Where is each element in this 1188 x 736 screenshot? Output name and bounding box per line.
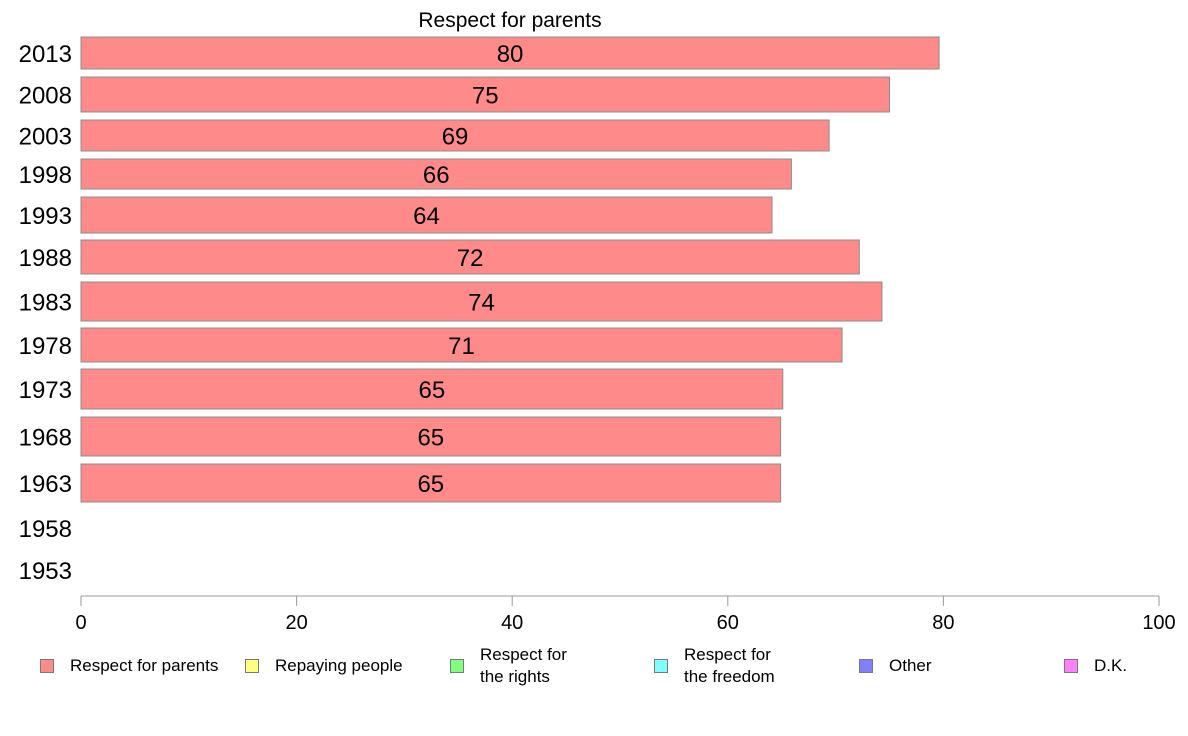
legend-item-repaying-people: Repaying people — [245, 640, 403, 692]
category-label-1978: 1978 — [19, 333, 72, 360]
category-label-1953: 1953 — [19, 558, 72, 585]
bar-2013 — [80, 36, 940, 70]
x-axis: 0 20 40 60 80 100 — [75, 595, 1176, 634]
legend-swatch — [859, 659, 873, 673]
bar-value-label-2008: 75 — [472, 83, 499, 110]
category-labels: 2013 2008 2003 1998 1993 1988 1983 1978 1973 1968… — [19, 41, 72, 585]
category-label-2008: 2008 — [19, 83, 72, 110]
bar-1993 — [80, 196, 773, 234]
chart-title: Respect for parents — [418, 9, 601, 32]
legend-label: Repaying people — [275, 656, 403, 675]
category-label-1983: 1983 — [19, 290, 72, 317]
bar-2008 — [80, 76, 890, 113]
legend-label: Respect for parents — [70, 656, 219, 675]
x-tick-label-80: 80 — [932, 612, 954, 634]
bar-1983 — [80, 281, 883, 322]
category-label-1963: 1963 — [19, 471, 72, 498]
legend-swatch — [40, 659, 54, 673]
bar-value-label-2003: 69 — [442, 124, 469, 151]
category-label-2013: 2013 — [19, 41, 72, 68]
legend-label: Respect for the rights — [480, 645, 567, 686]
legend-label: Other — [889, 656, 932, 675]
x-tick-label-60: 60 — [717, 612, 739, 634]
legend-swatch — [654, 659, 668, 673]
category-label-1993: 1993 — [19, 203, 72, 230]
bar-chart: Respect for parents 2013 2008 2003 1998 1993… — [19, 9, 1176, 634]
bar-1968 — [80, 416, 782, 457]
bar-1978 — [80, 327, 843, 363]
category-label-1968: 1968 — [19, 425, 72, 452]
bar-2003 — [80, 119, 830, 152]
bar-value-label-1968: 65 — [417, 425, 444, 452]
category-label-1988: 1988 — [19, 245, 72, 272]
legend: Respect for parents Repaying people Resp… — [0, 640, 1188, 700]
bar-value-label-1998: 66 — [423, 162, 450, 189]
bars — [80, 36, 940, 503]
category-label-1958: 1958 — [19, 516, 72, 543]
legend-swatch — [450, 659, 464, 673]
category-label-2003: 2003 — [19, 124, 72, 151]
x-tick-label-0: 0 — [75, 612, 86, 634]
legend-item-respect-for-the-rights: Respect for the rights — [450, 640, 567, 692]
bar-1973 — [80, 368, 784, 410]
legend-item-dk: D.K. — [1064, 640, 1127, 692]
legend-label: D.K. — [1094, 656, 1128, 675]
category-label-1973: 1973 — [19, 377, 72, 404]
legend-item-respect-for-the-freedom: Respect for the freedom — [654, 640, 775, 692]
bar-1988 — [80, 239, 860, 275]
bar-value-label-1963: 65 — [417, 471, 444, 498]
bar-value-label-2013: 80 — [497, 41, 524, 68]
bar-value-label-1993: 64 — [413, 203, 440, 230]
category-label-1998: 1998 — [19, 162, 72, 189]
x-tick-label-100: 100 — [1142, 612, 1175, 634]
bar-1998 — [80, 158, 792, 190]
legend-swatch — [1064, 659, 1078, 673]
x-tick-label-40: 40 — [501, 612, 523, 634]
bar-value-label-1988: 72 — [457, 245, 484, 272]
legend-item-other: Other — [859, 640, 932, 692]
bar-value-label-1978: 71 — [448, 333, 475, 360]
bar-1963 — [80, 463, 782, 503]
bar-value-label-1973: 65 — [419, 377, 446, 404]
legend-swatch — [245, 659, 259, 673]
legend-item-respect-for-parents: Respect for parents — [40, 640, 218, 692]
x-tick-label-20: 20 — [285, 612, 307, 634]
legend-label: Respect for the freedom — [684, 645, 775, 686]
bar-value-label-1983: 74 — [468, 290, 495, 317]
